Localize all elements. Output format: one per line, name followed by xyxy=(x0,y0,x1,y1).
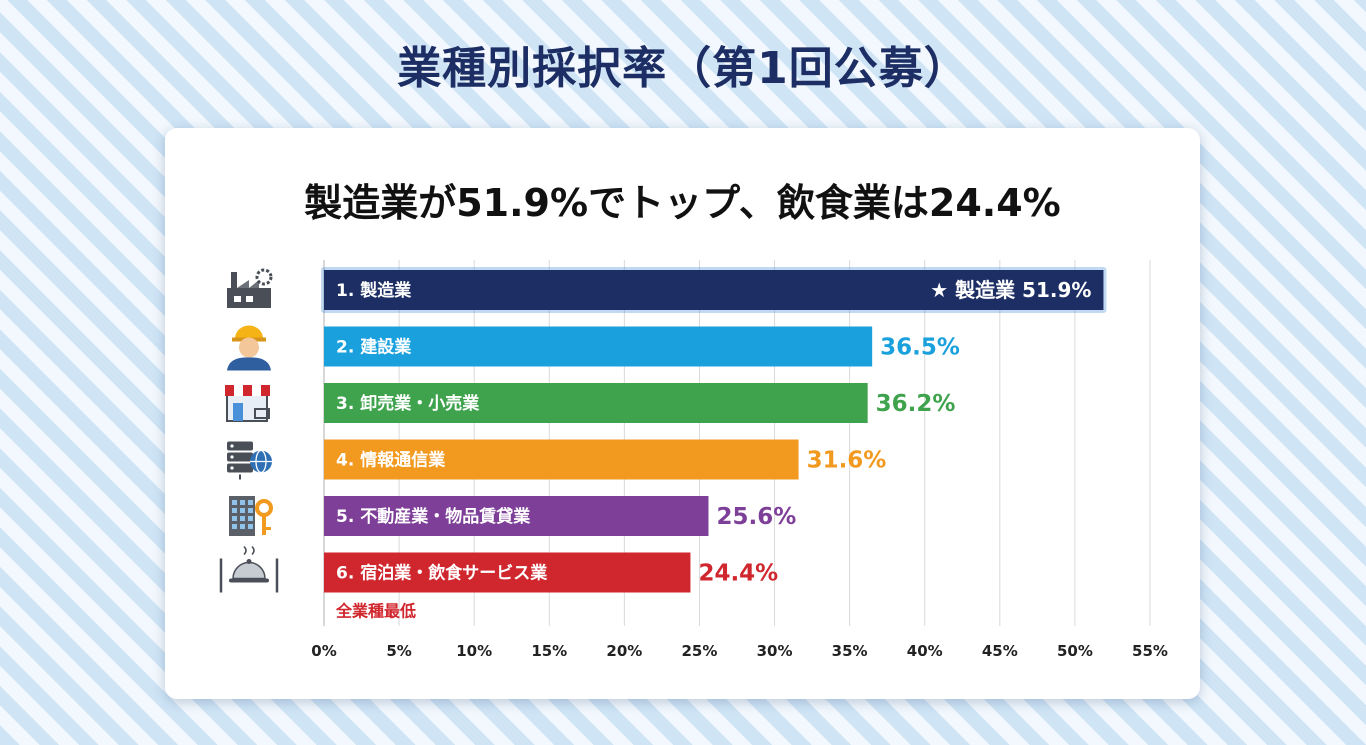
x-tick-label: 45% xyxy=(982,642,1018,660)
factory-window xyxy=(246,296,253,302)
page-title: 業種別採択率（第1回公募） xyxy=(397,43,969,94)
building-window xyxy=(248,500,253,505)
bar-value-label: 36.5% xyxy=(880,335,960,361)
bar xyxy=(324,552,691,593)
category-icons xyxy=(219,268,279,593)
lowest-note: 全業種最低 xyxy=(335,602,416,621)
server-globe-icon xyxy=(227,441,272,480)
tray xyxy=(229,578,269,583)
bar-category-label: 3. 卸売業・小売業 xyxy=(336,393,479,414)
key-tooth xyxy=(266,527,271,530)
bar-category-label: 1. 製造業 xyxy=(336,280,411,301)
x-tick-label: 35% xyxy=(832,642,868,660)
bar-value-label: 25.6% xyxy=(716,504,796,530)
body xyxy=(227,357,271,371)
x-tick-label: 25% xyxy=(682,642,718,660)
factory-chimney xyxy=(231,272,237,290)
server-led xyxy=(230,466,234,470)
x-tick-label: 40% xyxy=(907,642,943,660)
building-window xyxy=(248,516,253,521)
server-unit xyxy=(227,463,253,473)
gear-shape xyxy=(255,268,273,286)
x-axis-ticks: 0% 5% 10% 15% 20% 25% 30% 35% 40% 45% 50% 55% xyxy=(311,642,1168,660)
x-tick-label: 5% xyxy=(386,642,411,660)
building-window xyxy=(240,524,245,529)
server-led xyxy=(230,444,234,448)
key-head xyxy=(255,499,273,517)
x-tick-label: 50% xyxy=(1057,642,1093,660)
bar xyxy=(324,326,873,367)
awning-stripe xyxy=(234,385,243,396)
building-window xyxy=(248,508,253,513)
cloche xyxy=(232,561,266,580)
bar xyxy=(324,439,799,480)
awning-stripe xyxy=(252,385,261,396)
building-window xyxy=(232,516,237,521)
x-tick-label: 10% xyxy=(456,642,492,660)
bar xyxy=(324,383,868,423)
store-icon xyxy=(225,385,270,422)
building-window xyxy=(240,500,245,505)
bar-value-label: 24.4% xyxy=(698,561,778,587)
factory-icon xyxy=(227,268,273,308)
face xyxy=(239,337,259,358)
x-tick-label: 15% xyxy=(531,642,567,660)
building-window xyxy=(232,524,237,529)
bar-category-label: 2. 建設業 xyxy=(336,337,411,358)
chart-subtitle: 製造業が51.9%でトップ、飲食業は24.4% xyxy=(304,181,1061,225)
awning-stripe xyxy=(243,385,252,396)
server-unit xyxy=(227,452,253,462)
cloche-knob xyxy=(246,559,252,564)
key-shaft xyxy=(262,515,266,535)
bar-chart: 1. 製造業 ★ 製造業 51.9% 2. 建設業 36.5% 3. 卸売業・小売業 36… xyxy=(219,260,1168,660)
awning-stripe xyxy=(261,385,270,396)
steam xyxy=(243,545,255,556)
bar-category-label: 5. 不動産業・物品賃貸業 xyxy=(336,506,530,527)
bar xyxy=(324,496,709,536)
dining-cloche-icon xyxy=(219,545,279,593)
factory-roof xyxy=(237,280,259,288)
building-window xyxy=(240,508,245,513)
x-tick-label: 0% xyxy=(311,642,336,660)
cart xyxy=(254,408,270,419)
awning-stripe xyxy=(225,385,234,396)
building-window xyxy=(232,500,237,505)
building-window xyxy=(248,524,253,529)
top-value-label: ★ 製造業 51.9% xyxy=(930,278,1091,302)
store-door xyxy=(233,403,243,421)
x-tick-label: 30% xyxy=(757,642,793,660)
bar xyxy=(324,270,1104,310)
bar-category-label: 6. 宿泊業・飲食サービス業 xyxy=(336,563,547,584)
building-key-icon xyxy=(229,496,273,536)
x-tick-label: 20% xyxy=(606,642,642,660)
bar-value-label: 31.6% xyxy=(807,448,887,474)
x-tick-label: 55% xyxy=(1132,642,1168,660)
building-window xyxy=(232,508,237,513)
bar-value-label: 36.2% xyxy=(876,391,956,417)
chart-card: 製造業が51.9%でトップ、飲食業は24.4% 1. 製造業 ★ 製造業 51.9… xyxy=(165,128,1200,699)
server-led xyxy=(230,455,234,459)
hard-hat xyxy=(235,325,263,339)
bars: 1. 製造業 ★ 製造業 51.9% 2. 建設業 36.5% 3. 卸売業・小売業 36… xyxy=(321,267,1107,621)
server-unit xyxy=(227,441,253,451)
construction-worker-icon xyxy=(227,325,271,371)
building-window xyxy=(240,516,245,521)
factory-window xyxy=(234,296,241,302)
bar-category-label: 4. 情報通信業 xyxy=(336,450,445,471)
